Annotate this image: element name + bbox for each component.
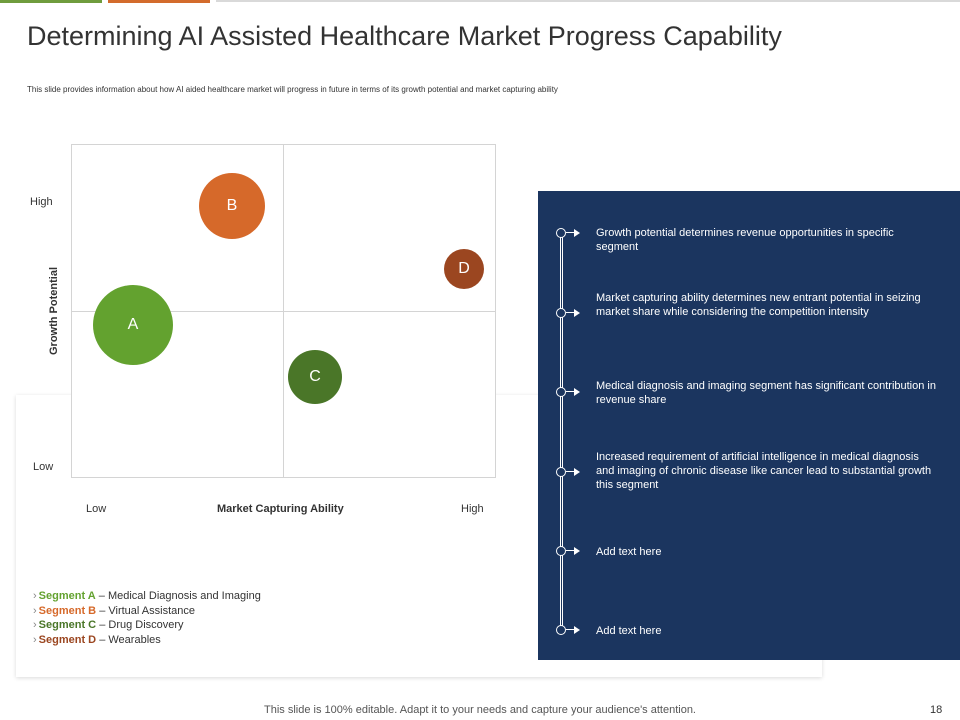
insight-text-2: Market capturing ability determines new … <box>596 292 921 318</box>
timeline-bullet-5 <box>556 546 616 556</box>
legend-item-segment-d: › Segment D – Wearables <box>33 633 261 648</box>
legend-segment-name: Segment B <box>38 604 97 617</box>
timeline-bullet-6 <box>556 625 616 635</box>
timeline-bullet-2 <box>556 308 616 318</box>
y-axis-low-label: Low <box>33 461 54 473</box>
timeline-line <box>560 233 563 631</box>
bubble-segment-a[interactable]: A <box>93 285 173 365</box>
arrow-right-icon <box>566 312 574 313</box>
legend-segment-desc: – Medical Diagnosis and Imaging <box>95 590 261 602</box>
legend-item-segment-a: › Segment A – Medical Diagnosis and Imagi… <box>33 589 261 604</box>
chevron-right-icon: › <box>33 590 37 602</box>
circle-icon <box>556 467 566 477</box>
arrow-head-icon <box>574 626 580 634</box>
legend-item-segment-c: › Segment C – Drug Discovery <box>33 618 261 633</box>
arrow-right-icon <box>566 550 574 551</box>
accent-bar-green <box>0 0 102 3</box>
circle-icon <box>556 228 566 238</box>
bubble-segment-b[interactable]: B <box>199 173 265 239</box>
accent-bar-grey <box>216 0 960 2</box>
legend-item-segment-b: › Segment B – Virtual Assistance <box>33 604 261 619</box>
legend-segment-name: Segment A <box>38 590 96 602</box>
page-title: Determining AI Assisted Healthcare Marke… <box>27 21 782 51</box>
insight-text-3: Medical diagnosis and imaging segment ha… <box>596 380 936 406</box>
legend-segment-desc: – Virtual Assistance <box>96 604 195 617</box>
insights-panel: Growth potential determines revenue oppo… <box>538 191 960 660</box>
chevron-right-icon: › <box>33 604 37 617</box>
arrow-right-icon <box>566 232 574 233</box>
x-axis-low-label: Low <box>86 503 107 515</box>
insight-text-1: Growth potential determines revenue oppo… <box>596 227 894 253</box>
bubble-segment-d[interactable]: D <box>444 249 484 289</box>
legend-segment-desc: – Wearables <box>96 633 161 646</box>
arrow-right-icon <box>566 471 574 472</box>
arrow-right-icon <box>566 629 574 630</box>
bubble-matrix: B D A C <box>71 144 496 478</box>
segment-legend: › Segment A – Medical Diagnosis and Imagi… <box>33 589 261 647</box>
chevron-right-icon: › <box>33 633 37 646</box>
x-axis-title: Market Capturing Ability <box>217 503 344 515</box>
arrow-right-icon <box>566 391 574 392</box>
timeline-bullet-1 <box>556 228 616 238</box>
timeline-bullet-4 <box>556 467 616 477</box>
page-subtitle: This slide provides information about ho… <box>27 85 558 94</box>
legend-segment-name: Segment D <box>38 633 97 646</box>
arrow-head-icon <box>574 468 580 476</box>
x-axis-high-label: High <box>461 503 484 515</box>
insight-text-5: Add text here <box>596 546 662 558</box>
page-number: 18 <box>930 704 943 716</box>
footer-note: This slide is 100% editable. Adapt it to… <box>264 704 696 716</box>
timeline-bullet-3 <box>556 387 616 397</box>
circle-icon <box>556 308 566 318</box>
arrow-head-icon <box>574 309 580 317</box>
y-axis-title: Growth Potential <box>48 267 60 355</box>
arrow-head-icon <box>574 547 580 555</box>
accent-bar-orange <box>108 0 210 3</box>
circle-icon <box>556 625 566 635</box>
circle-icon <box>556 546 566 556</box>
bubble-segment-c[interactable]: C <box>288 350 342 404</box>
y-axis-high-label: High <box>30 196 53 208</box>
legend-segment-desc: – Drug Discovery <box>96 619 184 631</box>
arrow-head-icon <box>574 388 580 396</box>
insight-text-4: Increased requirement of artificial inte… <box>596 451 932 491</box>
arrow-head-icon <box>574 229 580 237</box>
legend-segment-name: Segment C <box>38 619 97 631</box>
circle-icon <box>556 387 566 397</box>
matrix-horizontal-divider <box>72 311 495 312</box>
insight-text-6: Add text here <box>596 625 662 637</box>
chevron-right-icon: › <box>33 619 37 631</box>
